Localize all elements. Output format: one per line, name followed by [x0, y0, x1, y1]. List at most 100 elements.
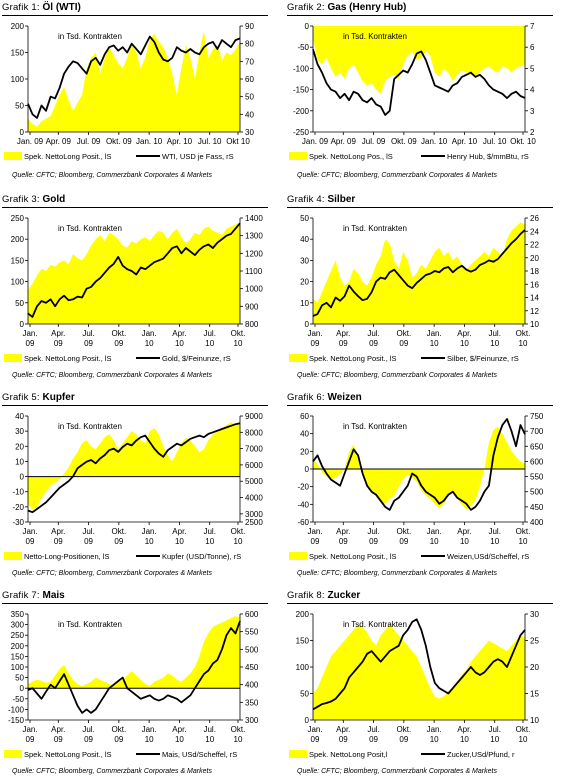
x-tick-label: Apr.: [172, 527, 186, 536]
units-annotation: in Tsd. Kontrakten: [343, 32, 407, 41]
source-note: Quelle: CFTC; Bloomberg, Commerzbank Cor…: [297, 570, 497, 577]
left-tick-label: 50: [300, 690, 309, 699]
x-tick-label: Okt.: [112, 527, 127, 536]
right-tick-label: 550: [245, 628, 259, 637]
price-line: [27, 620, 241, 714]
left-tick-label: 0: [20, 128, 25, 137]
left-tick-label: 0: [305, 465, 310, 474]
left-tick-label: 200: [296, 610, 310, 619]
x-tick-label-year: 09: [54, 339, 63, 348]
x-tick-label-year: 10: [205, 339, 214, 348]
chart-svg: -60 -40 -20 0 20 40 60 400 450 500 550 600 650 700 750…: [289, 412, 544, 561]
left-tick-label: 50: [15, 299, 24, 308]
legend-area-label: Spek. NettoLong Posit., lS: [24, 750, 112, 759]
right-tick-label: 20: [530, 663, 539, 672]
x-tick-label: Jul.: [203, 527, 215, 536]
right-tick-label: 750: [530, 412, 544, 421]
x-tick-label: Jul.: [488, 329, 500, 338]
left-tick-label: 10: [300, 299, 309, 308]
left-tick-label: 0: [20, 684, 25, 693]
legend-area-label: Spek. NettoLong Pos., lS: [309, 152, 393, 161]
left-tick-label: 200: [11, 642, 25, 651]
x-tick-label: Okt.: [397, 725, 412, 734]
legend-swatch-area: [4, 552, 22, 560]
x-tick-label: Jan. 10: [421, 137, 448, 146]
legend-swatch-area: [289, 354, 307, 362]
x-tick-label-year: 10: [490, 537, 499, 546]
right-tick-label: 9000: [245, 412, 263, 421]
left-tick-label: -50: [12, 695, 24, 704]
right-tick-label: 350: [245, 698, 259, 707]
x-tick-label-year: 09: [26, 339, 35, 348]
right-tick-label: 30: [245, 128, 254, 137]
legend-line-label: Zucker,USd/Pfund, r: [447, 750, 515, 759]
right-tick-label: 22: [530, 241, 539, 250]
chart-panel-7: Grafik 7: Mais -150 -100 -50 0 50 100 150 200 250…: [2, 590, 272, 780]
x-tick-label: Apr.: [336, 725, 350, 734]
x-tick-label-year: 10: [145, 537, 154, 546]
right-tick-label: 800: [245, 320, 259, 329]
chart-title: Grafik 6: Weizen: [287, 392, 362, 403]
chart-title: Grafik 1: Öl (WTI): [2, 2, 81, 13]
right-tick-label: 700: [530, 427, 544, 436]
left-tick-label: 20: [15, 442, 24, 451]
x-tick-label-year: 09: [369, 537, 378, 546]
right-tick-label: 10: [530, 716, 539, 725]
x-tick-label: Okt.: [397, 329, 412, 338]
right-tick-label: 500: [530, 488, 544, 497]
left-tick-label: 200: [11, 22, 25, 31]
right-tick-label: 24: [530, 227, 539, 236]
legend-line-label: Weizen,USd/Scheffel, rS: [447, 552, 529, 561]
chart-title-prefix: Grafik 4:: [287, 194, 325, 205]
left-tick-label: 150: [11, 49, 25, 58]
x-tick-label-year: 10: [460, 735, 469, 744]
x-tick-label-year: 09: [114, 537, 123, 546]
source-note: Quelle: CFTC; Bloomberg, Commerzbank Cor…: [12, 768, 212, 775]
source-note: Quelle: CFTC; Bloomberg, Commerzbank Cor…: [12, 172, 212, 179]
x-tick-label-year: 09: [339, 735, 348, 744]
x-tick-label: Jan.: [22, 725, 37, 734]
chart-title: Grafik 2: Gas (Henry Hub): [287, 2, 406, 13]
left-tick-label: 50: [300, 214, 309, 223]
x-tick-label-year: 10: [430, 735, 439, 744]
left-tick-label: 350: [11, 610, 25, 619]
right-tick-label: 1200: [245, 249, 263, 258]
left-tick-label: 0: [20, 473, 25, 482]
right-tick-label: 26: [530, 214, 539, 223]
units-annotation: in Tsd. Kontrakten: [343, 422, 407, 431]
x-tick-label-year: 09: [311, 339, 320, 348]
x-tick-label-year: 10: [460, 339, 469, 348]
chart-panel-5: Grafik 5: Kupfer -30 -20 -10 0 10 20 30 40 2500 30…: [2, 392, 272, 582]
x-tick-label-year: 10: [519, 537, 528, 546]
x-tick-label: Jan.: [22, 329, 37, 338]
price-line: [312, 49, 526, 116]
left-tick-label: 100: [296, 663, 310, 672]
left-tick-label: 0: [20, 320, 25, 329]
x-tick-label-year: 09: [369, 735, 378, 744]
price-line: [27, 422, 241, 514]
left-tick-label: 30: [300, 256, 309, 265]
price-line: [27, 222, 241, 318]
x-tick-label: Okt.: [516, 725, 531, 734]
chart-title-prefix: Grafik 6:: [287, 392, 325, 403]
title-rule: [2, 603, 268, 604]
units-annotation: in Tsd. Kontrakten: [58, 422, 122, 431]
left-tick-label: 0: [305, 320, 310, 329]
right-tick-label: 650: [530, 442, 544, 451]
chart-title-prefix: Grafik 2:: [287, 2, 325, 13]
chart-title: Grafik 5: Kupfer: [2, 392, 75, 403]
x-tick-label: Apr.: [172, 725, 186, 734]
legend-area-label: Netto-Long-Positionen, lS: [24, 552, 109, 561]
x-tick-label: Apr.: [457, 329, 471, 338]
source-note: Quelle: CFTC; Bloomberg, Commerzbank Cor…: [297, 372, 497, 379]
x-tick-label-year: 09: [114, 735, 123, 744]
legend-line-label: WTI, USD je Fass, rS: [162, 152, 234, 161]
chart-title-prefix: Grafik 8:: [287, 590, 325, 601]
x-tick-label: Okt. 10: [510, 137, 536, 146]
net-long-area: [28, 616, 240, 689]
x-tick-label-year: 09: [114, 339, 123, 348]
legend-swatch-area: [289, 152, 307, 160]
legend-area-label: Spek. NettoLong Posit., lS: [309, 354, 397, 363]
left-tick-label: 30: [15, 427, 24, 436]
x-tick-label-year: 10: [205, 537, 214, 546]
